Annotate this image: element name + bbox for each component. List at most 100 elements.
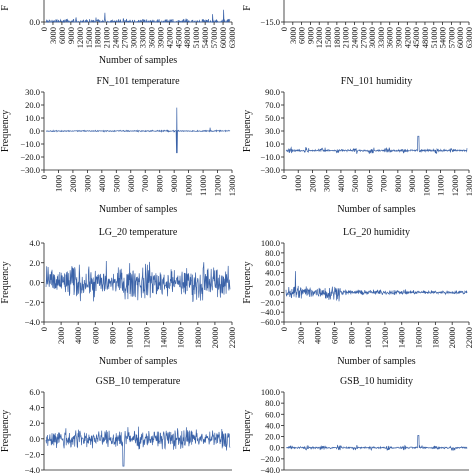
x-tick-label: 4000 <box>97 175 107 192</box>
y-tick-label: 30.0 <box>265 126 280 136</box>
x-tick-label: 18000 <box>430 327 440 348</box>
y-axis-label: F <box>0 5 11 11</box>
x-tick-label: 12000 <box>142 327 152 348</box>
x-tick-label: 11000 <box>436 175 446 196</box>
x-tick-label: 36000 <box>146 27 156 48</box>
y-tick-label: −15.0 <box>260 17 280 27</box>
y-tick-label: 100.0 <box>261 238 280 248</box>
y-tick-label: 90.0 <box>265 87 280 97</box>
x-tick-label: 45000 <box>173 27 183 48</box>
x-tick-label: 18000 <box>332 27 342 48</box>
x-tick-label: 11000 <box>198 175 208 196</box>
series-line <box>45 107 231 154</box>
x-tick-label: 57000 <box>209 27 219 48</box>
x-tick-label: 1000 <box>293 175 303 192</box>
x-tick-label: 14000 <box>159 327 169 348</box>
x-tick-label: 9000 <box>66 27 76 44</box>
x-tick-label: 1000 <box>53 175 63 192</box>
panel-title: FN_101 humidity <box>341 76 412 87</box>
x-tick-label: 33000 <box>137 27 147 48</box>
x-tick-label: 9000 <box>407 175 417 192</box>
x-tick-label: 9000 <box>305 27 315 44</box>
x-tick-label: 51000 <box>191 27 201 48</box>
x-tick-label: 36000 <box>385 27 395 48</box>
x-tick-label: 22000 <box>227 327 237 348</box>
y-tick-label: 60.0 <box>265 258 280 268</box>
x-tick-label: 0 <box>279 27 289 31</box>
x-tick-label: 27000 <box>120 27 130 48</box>
y-tick-label: −2.0 <box>25 449 40 459</box>
x-tick-label: 12000 <box>314 27 324 48</box>
y-tick-label: −10.0 <box>20 139 40 149</box>
x-tick-label: 0 <box>279 327 289 331</box>
x-tick-label: 21000 <box>102 27 112 48</box>
panel-title: LG_20 temperature <box>99 227 178 238</box>
x-tick-label: 0 <box>39 27 49 31</box>
y-axis-label: Frequency <box>242 110 253 152</box>
panel-title: FN_101 temperature <box>96 76 180 87</box>
x-tick-label: 27000 <box>358 27 368 48</box>
x-tick-label: 21000 <box>341 27 351 48</box>
x-tick-label: 39000 <box>394 27 404 48</box>
y-tick-label: 2.0 <box>29 418 40 428</box>
x-tick-label: 18000 <box>193 327 203 348</box>
y-tick-label: 0.0 <box>29 126 40 136</box>
x-tick-label: 48000 <box>420 27 430 48</box>
x-tick-label: 8000 <box>346 327 356 344</box>
y-tick-label: −20.0 <box>20 152 40 162</box>
y-tick-label: 2.0 <box>29 258 40 268</box>
panel-title: GSB_10 humidity <box>340 376 413 387</box>
x-tick-label: 5000 <box>350 175 360 192</box>
y-tick-label: 70.0 <box>265 100 280 110</box>
x-tick-label: 20000 <box>447 327 457 348</box>
x-tick-label: 24000 <box>111 27 121 48</box>
x-tick-label: 15000 <box>84 27 94 48</box>
x-tick-label: 45000 <box>411 27 421 48</box>
series-line <box>45 9 231 24</box>
x-tick-label: 2000 <box>307 175 317 192</box>
x-tick-label: 54000 <box>438 27 448 48</box>
x-tick-label: 6000 <box>90 327 100 344</box>
x-tick-label: 2000 <box>296 327 306 344</box>
x-tick-label: 2000 <box>68 175 78 192</box>
x-tick-label: 33000 <box>376 27 386 48</box>
x-axis-label: Number of samples <box>337 204 415 215</box>
x-tick-label: 18000 <box>93 27 103 48</box>
y-tick-label: 60.0 <box>265 409 280 419</box>
x-tick-label: 60000 <box>218 27 228 48</box>
x-tick-label: 10000 <box>421 175 431 196</box>
x-tick-label: 48000 <box>182 27 192 48</box>
y-tick-label: 4.0 <box>29 403 40 413</box>
y-tick-label: 40.0 <box>265 420 280 430</box>
x-tick-label: 3000 <box>82 175 92 192</box>
y-axis-label: Frequency <box>0 110 11 152</box>
x-tick-label: 16000 <box>176 327 186 348</box>
x-tick-label: 60000 <box>455 27 465 48</box>
x-tick-label: 6000 <box>126 175 136 192</box>
y-tick-label: −60.0 <box>260 317 280 327</box>
x-tick-label: 3000 <box>288 27 298 44</box>
y-tick-label: 20.0 <box>265 432 280 442</box>
y-axis-label: Frequency <box>0 261 11 303</box>
y-tick-label: −30.0 <box>20 165 40 175</box>
x-tick-label: 54000 <box>200 27 210 48</box>
x-tick-label: 12000 <box>380 327 390 348</box>
x-tick-label: 4000 <box>73 327 83 344</box>
y-tick-label: 80.0 <box>265 398 280 408</box>
y-tick-label: −20.0 <box>260 454 280 464</box>
x-tick-label: 24000 <box>349 27 359 48</box>
x-tick-label: 30000 <box>129 27 139 48</box>
series-line <box>45 260 231 303</box>
y-tick-label: 20.0 <box>25 100 40 110</box>
y-tick-label: 0.0 <box>269 287 280 297</box>
y-tick-label: −40.0 <box>260 465 280 474</box>
x-tick-label: 6000 <box>364 175 374 192</box>
x-tick-label: 8000 <box>393 175 403 192</box>
x-tick-label: 30000 <box>367 27 377 48</box>
x-tick-label: 4000 <box>313 327 323 344</box>
x-tick-label: 7000 <box>140 175 150 192</box>
x-tick-label: 12000 <box>213 175 223 196</box>
x-tick-label: 5000 <box>111 175 121 192</box>
x-tick-label: 10000 <box>363 327 373 348</box>
y-tick-label: 10.0 <box>25 113 40 123</box>
